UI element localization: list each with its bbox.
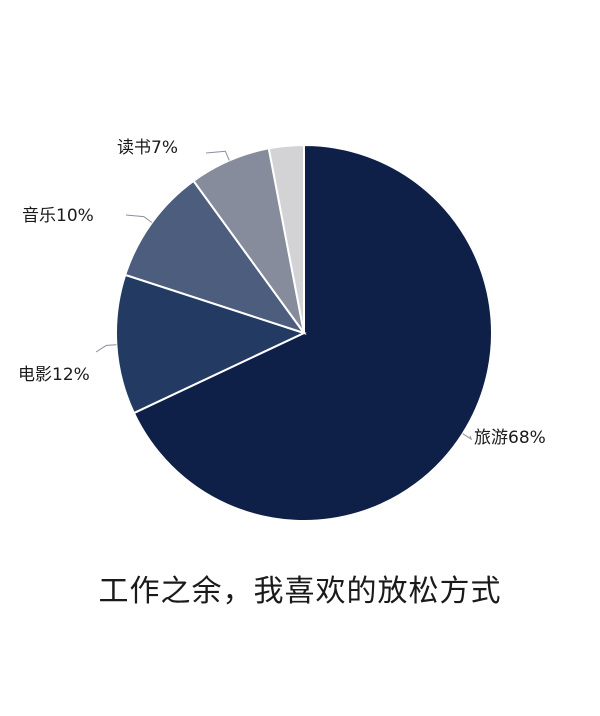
leader-line-旅游: [462, 433, 473, 441]
leader-line-音乐: [125, 214, 153, 223]
chart-title: 工作之余，我喜欢的放松方式: [98, 574, 502, 609]
leader-line-读书: [205, 150, 230, 161]
pie-slice-other: [267, 143, 305, 334]
pie-slice-音乐: [123, 179, 307, 335]
leader-line-电影: [95, 344, 117, 353]
pie-slice-电影: [115, 273, 307, 415]
slice-label-电影: 电影12%: [18, 365, 90, 385]
slice-label-旅游: 旅游68%: [474, 428, 546, 448]
slice-label-音乐: 音乐10%: [22, 206, 94, 226]
pie-slice-旅游: [132, 143, 493, 522]
slice-label-读书: 读书7%: [117, 138, 178, 158]
